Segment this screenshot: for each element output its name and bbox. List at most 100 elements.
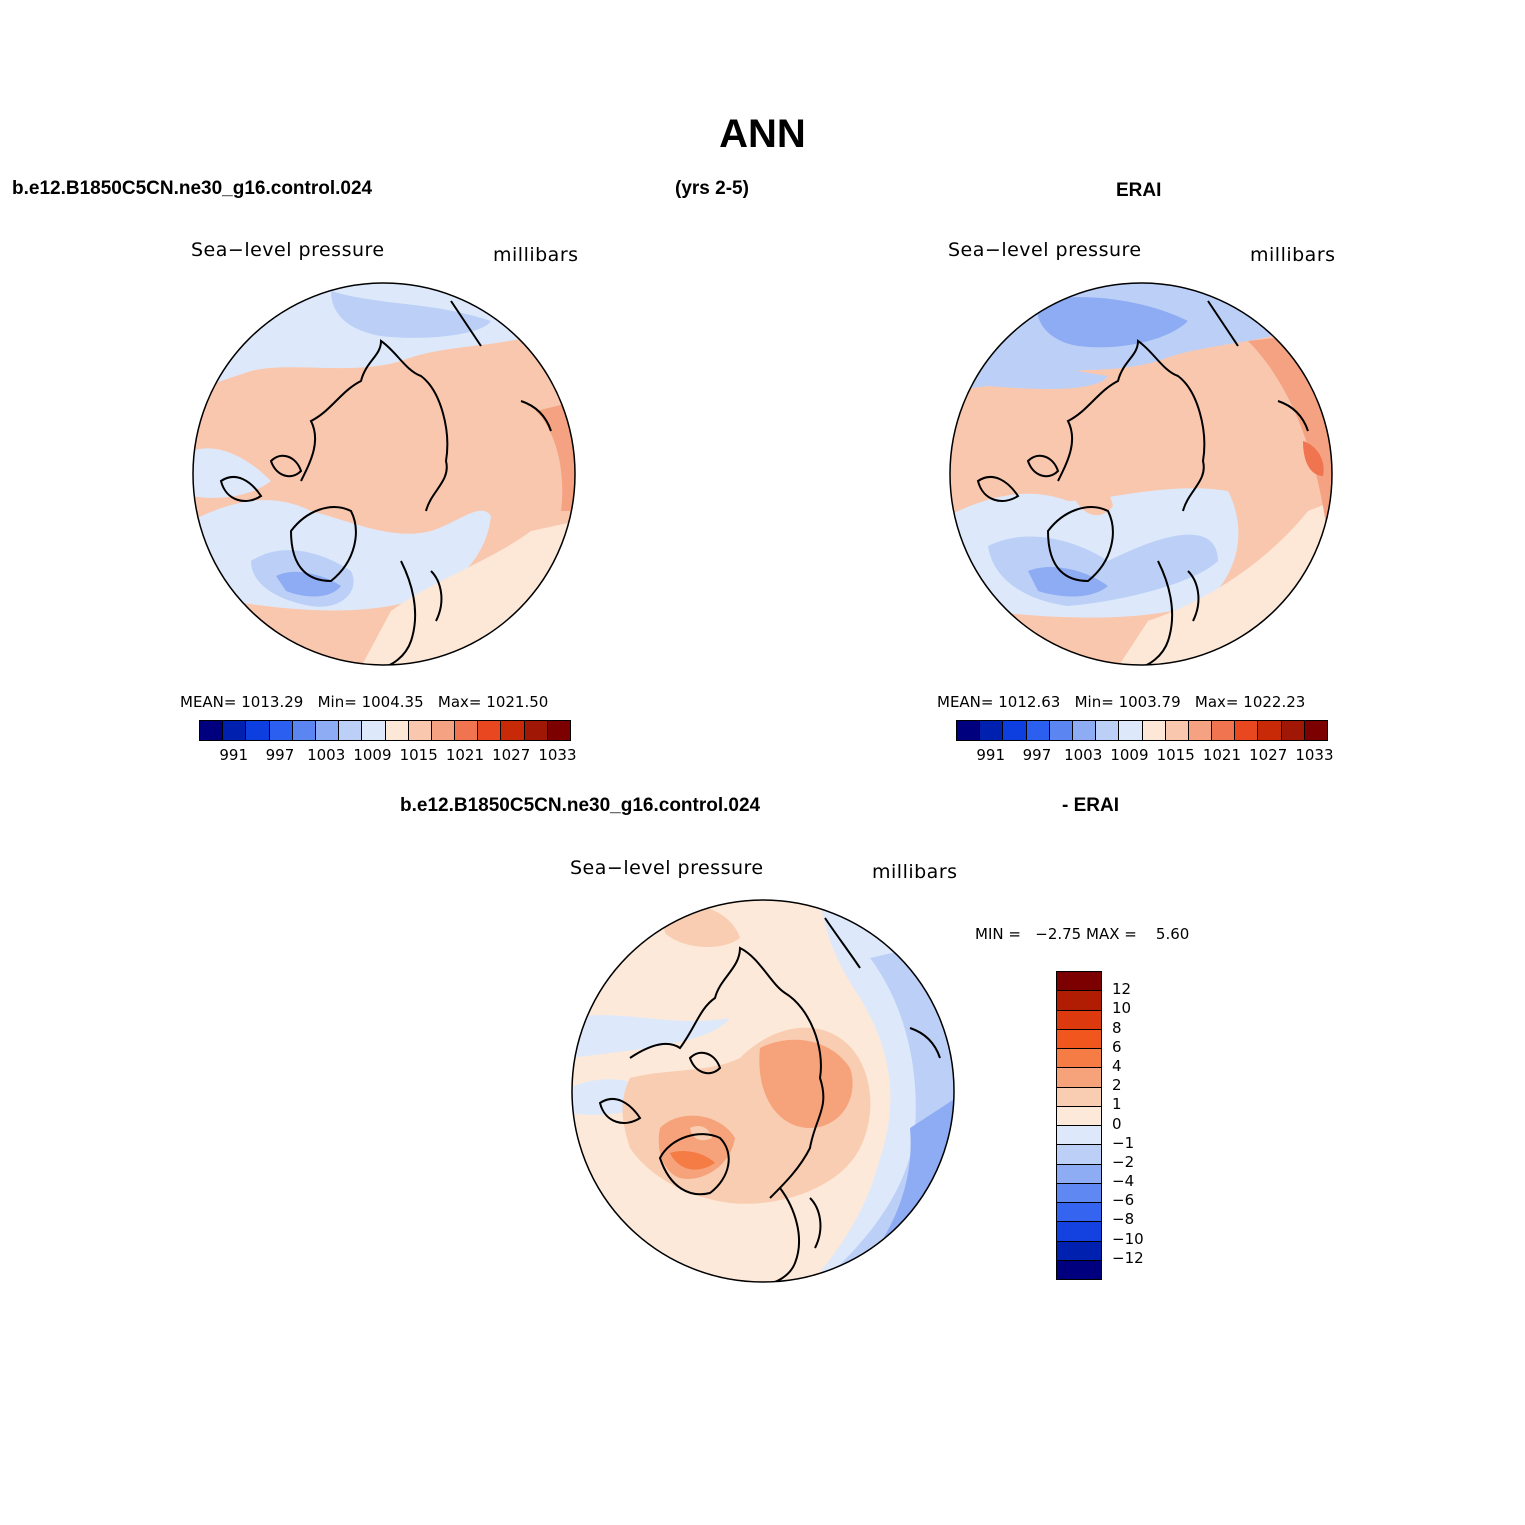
panel1-colorbar-swatch <box>501 721 525 740</box>
panel1-colorbar-swatch <box>431 721 456 740</box>
diff-colorbar-tick-label: −6 <box>1112 1191 1135 1210</box>
panel2-colorbar-swatch <box>957 721 981 740</box>
panel1-polar-map <box>192 282 576 666</box>
panel1-min-label: Min= <box>317 693 357 711</box>
panel1-colorbar-tick-label: 1033 <box>538 746 577 764</box>
diff-colorbar-swatch <box>1057 1145 1101 1165</box>
diff-colorbar-swatch <box>1057 972 1101 992</box>
panel1-colorbar-swatch <box>292 721 316 740</box>
panel2-colorbar-swatch <box>1096 721 1120 740</box>
panel2-min-label: Min= <box>1074 693 1114 711</box>
diff-polar-map <box>571 899 955 1283</box>
diff-colorbar-tick-label: −10 <box>1112 1229 1144 1248</box>
panel2-colorbar-tick-label: 1021 <box>1202 746 1242 764</box>
panel1-colorbar-swatch <box>478 721 502 740</box>
diff-minmax: MIN = −2.75 MAX = 5.60 <box>975 925 1189 943</box>
panel2-colorbar-tick-label: 1033 <box>1295 746 1334 764</box>
panel2-colorbar-swatch <box>1165 721 1189 740</box>
panel1-colorbar-swatch <box>362 721 386 740</box>
panel1-colorbar-tick-label: 991 <box>219 746 249 764</box>
panel1-mean-label: MEAN= <box>180 693 237 711</box>
panel2-colorbar-swatch <box>1235 721 1259 740</box>
panel2-units-label: millibars <box>1250 244 1336 266</box>
panel2-colorbar-swatch <box>1281 721 1305 740</box>
panel1-colorbar-swatch <box>524 721 548 740</box>
diff-colorbar-tick-label: 0 <box>1112 1114 1122 1133</box>
panel2-colorbar-tick-label: 997 <box>1022 746 1052 764</box>
diff-colorbar-swatch <box>1057 1087 1101 1107</box>
diff-colorbar-swatch <box>1057 1126 1101 1146</box>
panel2-colorbar-tick-label: 1009 <box>1110 746 1149 764</box>
panel2-mean-label: MEAN= <box>937 693 994 711</box>
panel1-stats: MEAN= 1013.29 Min= 1004.35 Max= 1021.50 <box>180 693 548 711</box>
diff-colorbar-swatch <box>1057 1241 1101 1261</box>
panel1-colorbar-tick-label: 1003 <box>307 746 346 764</box>
diff-colorbar-tick-label: −4 <box>1112 1172 1135 1191</box>
panel1-colorbar <box>199 720 571 741</box>
panel1-max-label: Max= <box>437 693 482 711</box>
diff-colorbar-swatch <box>1057 1029 1101 1049</box>
panel2-polar-map <box>949 282 1333 666</box>
diff-colorbar-tick-label: −2 <box>1112 1152 1135 1171</box>
diff-max-value: 5.60 <box>1155 925 1190 943</box>
panel1-mean-value: 1013.29 <box>241 693 304 711</box>
obs-name-header: ERAI <box>1116 180 1162 201</box>
panel1-colorbar-swatch <box>385 721 409 740</box>
panel2-colorbar-swatch <box>1026 721 1050 740</box>
diff-colorbar-swatch <box>1057 1203 1101 1223</box>
diff-colorbar-tick-label: −8 <box>1112 1210 1135 1229</box>
diff-colorbar-tick-label: 4 <box>1112 1056 1122 1075</box>
diff-colorbar-swatch <box>1057 1106 1101 1126</box>
panel1-colorbar-swatch <box>269 721 293 740</box>
panel2-colorbar-tick-label: 1015 <box>1156 746 1195 764</box>
panel1-colorbar-swatch <box>246 721 270 740</box>
panel1-colorbar-tick-label: 1027 <box>492 746 531 764</box>
diff-colorbar-tick-label: 1 <box>1112 1095 1122 1114</box>
diff-colorbar-swatch <box>1057 1068 1101 1088</box>
diff-colorbar <box>1056 971 1102 1280</box>
diff-colorbar-tick-label: −1 <box>1112 1133 1135 1152</box>
diff-case-name-header: b.e12.B1850C5CN.ne30_g16.control.024 <box>400 795 761 816</box>
years-header: (yrs 2-5) <box>675 178 749 199</box>
panel2-max-value: 1022.23 <box>1243 693 1306 711</box>
panel2-colorbar-swatch <box>1142 721 1166 740</box>
panel2-mean-value: 1012.63 <box>998 693 1061 711</box>
diff-colorbar-swatch <box>1057 1260 1101 1279</box>
panel2-colorbar-tick-label: 1003 <box>1064 746 1103 764</box>
diff-colorbar-swatch <box>1057 1183 1101 1203</box>
panel2-colorbar <box>956 720 1328 741</box>
panel2-min-value: 1003.79 <box>1118 693 1181 711</box>
panel1-colorbar-swatch <box>315 721 340 740</box>
diff-colorbar-swatch <box>1057 1010 1101 1030</box>
diff-units-label: millibars <box>872 861 958 883</box>
diff-colorbar-swatch <box>1057 1222 1101 1242</box>
panel1-colorbar-swatch <box>339 721 363 740</box>
panel1-units-label: millibars <box>493 244 579 266</box>
panel1-max-value: 1021.50 <box>486 693 549 711</box>
panel1-colorbar-swatch <box>408 721 432 740</box>
diff-colorbar-tick-label: 6 <box>1112 1037 1122 1056</box>
diff-min-label: MIN = <box>975 925 1021 943</box>
page-title: ANN <box>719 112 806 156</box>
panel1-colorbar-tick-label: 1021 <box>445 746 485 764</box>
case-name-header: b.e12.B1850C5CN.ne30_g16.control.024 <box>12 178 373 199</box>
panel2-max-label: Max= <box>1194 693 1239 711</box>
panel2-colorbar-tick-label: 991 <box>976 746 1006 764</box>
diff-variable-label: Sea−level pressure <box>570 857 764 879</box>
panel2-colorbar-swatch <box>1258 721 1282 740</box>
panel2-colorbar-swatch <box>1119 721 1143 740</box>
diff-minus-obs-header: - ERAI <box>1062 795 1119 816</box>
diff-colorbar-swatch <box>1057 1164 1101 1184</box>
panel2-colorbar-tick-label: 1027 <box>1249 746 1288 764</box>
panel1-colorbar-swatch <box>547 721 570 740</box>
panel2-colorbar-swatch <box>1304 721 1327 740</box>
panel1-colorbar-swatch <box>200 721 224 740</box>
panel1-min-value: 1004.35 <box>361 693 424 711</box>
panel1-colorbar-swatch <box>223 721 247 740</box>
diff-colorbar-tick-label: 12 <box>1112 980 1132 999</box>
diff-colorbar-tick-label: 10 <box>1112 999 1132 1018</box>
panel2-colorbar-swatch <box>980 721 1004 740</box>
panel2-colorbar-swatch <box>1188 721 1213 740</box>
panel2-colorbar-swatch <box>1003 721 1027 740</box>
panel1-variable-label: Sea−level pressure <box>191 239 385 261</box>
